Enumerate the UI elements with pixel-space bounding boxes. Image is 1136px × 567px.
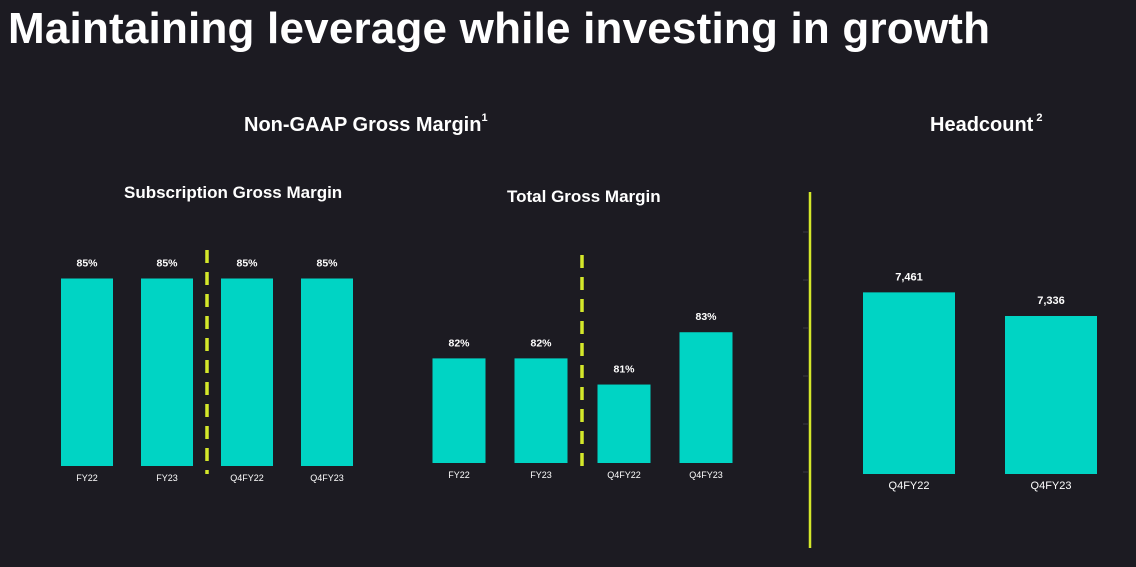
gross-margin-section-label: Non-GAAP Gross Margin [244,114,482,136]
subscription-category-label: Q4FY23 [310,473,344,483]
total-category-label: FY22 [448,470,470,480]
subscription-bar-fy22 [61,278,113,466]
headcount-section-title: Headcount 2 [930,112,1043,137]
total-category-label: FY23 [530,470,552,480]
headcount-category-label: Q4FY23 [1031,480,1072,492]
total-bar-fy23 [514,358,568,463]
subscription-bar-q4fy23 [301,278,353,466]
total-bar-fy22 [432,358,486,463]
gross-margin-section-title: Non-GAAP Gross Margin1 [244,112,488,137]
subscription-data-label: 85% [156,258,178,270]
subscription-category-label: Q4FY22 [230,473,264,483]
subscription-category-label: FY23 [156,473,178,483]
total-bar-q4fy23 [679,332,733,463]
total-category-label: Q4FY22 [607,470,641,480]
page-title: Maintaining leverage while investing in … [8,4,991,53]
total-data-label: 82% [448,337,470,349]
subscription-data-label: 85% [76,258,98,270]
subscription-chart-title: Subscription Gross Margin [124,183,343,202]
subscription-bar-q4fy22 [221,278,273,466]
total-chart-title: Total Gross Margin [507,187,661,206]
headcount-bar-q4fy22 [863,292,955,474]
headcount-section-label: Headcount [930,114,1034,136]
subscription-data-label: 85% [236,258,258,270]
total-data-label: 83% [695,311,717,323]
total-data-label: 82% [530,337,552,349]
total-data-label: 81% [613,364,635,376]
total-category-label: Q4FY23 [689,470,723,480]
total-bar-q4fy22 [597,384,651,463]
headcount-data-label: 7,336 [1037,295,1065,307]
subscription-category-label: FY22 [76,473,98,483]
headcount-category-label: Q4FY22 [889,480,930,492]
gross-margin-footnote: 1 [481,112,488,124]
subscription-data-label: 85% [316,258,338,270]
headcount-footnote: 2 [1036,112,1043,124]
headcount-bar-q4fy23 [1005,315,1097,474]
subscription-bar-fy23 [141,278,193,466]
headcount-data-label: 7,461 [895,271,923,283]
